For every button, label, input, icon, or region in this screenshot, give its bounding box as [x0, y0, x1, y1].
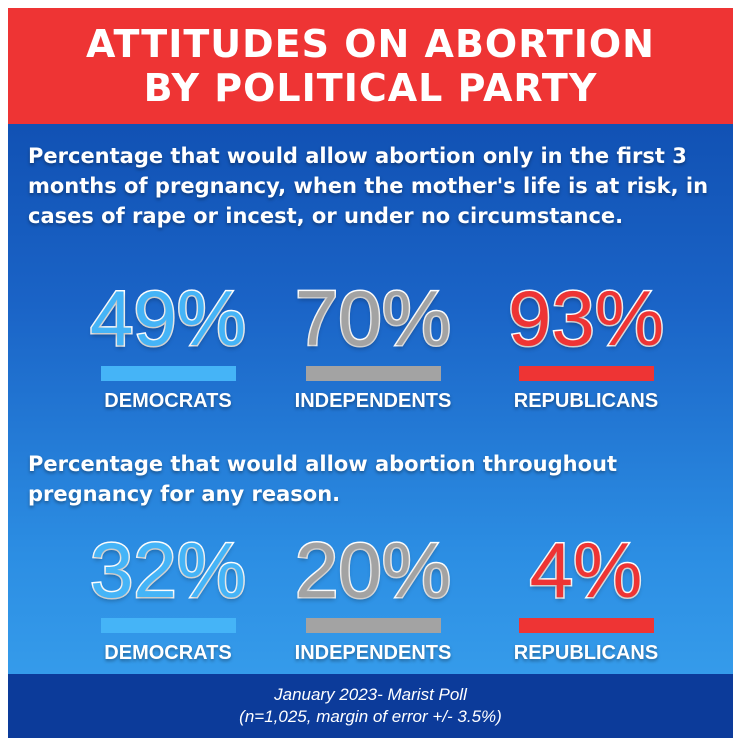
source-line-1: January 2023- Marist Poll	[274, 685, 467, 704]
label-republicans-1: REPUBLICANS	[513, 390, 659, 412]
stat-democrats-2: 32% DEMOCRATS	[58, 526, 278, 667]
title-line-1: ATTITUDES ON ABORTION	[86, 22, 655, 66]
bar-democrats-2	[100, 618, 236, 633]
source-footer: January 2023- Marist Poll (n=1,025, marg…	[8, 674, 733, 738]
question-1: Percentage that would allow abortion onl…	[28, 144, 709, 228]
percent-democrats-1: 49%	[88, 274, 247, 362]
stat-independents-2: 20% INDEPENDENTS	[263, 526, 483, 667]
percent-independents-2: 20%	[293, 526, 452, 614]
bar-republicans-2	[518, 618, 654, 633]
label-democrats-2: DEMOCRATS	[104, 642, 232, 664]
percent-republicans-1: 93%	[506, 274, 665, 362]
title-banner: ATTITUDES ON ABORTION BY POLITICAL PARTY	[8, 8, 733, 124]
percent-democrats-2: 32%	[88, 526, 247, 614]
label-democrats-1: DEMOCRATS	[104, 390, 232, 412]
bar-independents-2	[305, 618, 441, 633]
stat-democrats-1: 49% DEMOCRATS	[58, 274, 278, 415]
label-independents-2: INDEPENDENTS	[294, 642, 452, 664]
bar-democrats-1	[100, 366, 236, 381]
title-line-2: BY POLITICAL PARTY	[143, 66, 598, 110]
bar-independents-1	[305, 366, 441, 381]
bar-republicans-1	[518, 366, 654, 381]
question-2: Percentage that would allow abortion thr…	[28, 452, 617, 506]
source-line-2: (n=1,025, margin of error +/- 3.5%)	[239, 707, 502, 726]
infographic: ATTITUDES ON ABORTION BY POLITICAL PARTY…	[8, 8, 733, 738]
percent-republicans-2: 4%	[528, 526, 644, 614]
stat-republicans-2: 4% REPUBLICANS	[476, 526, 696, 667]
stat-republicans-1: 93% REPUBLICANS	[476, 274, 696, 415]
percent-independents-1: 70%	[293, 274, 452, 362]
label-republicans-2: REPUBLICANS	[513, 642, 659, 664]
label-independents-1: INDEPENDENTS	[294, 390, 452, 412]
stat-independents-1: 70% INDEPENDENTS	[263, 274, 483, 415]
